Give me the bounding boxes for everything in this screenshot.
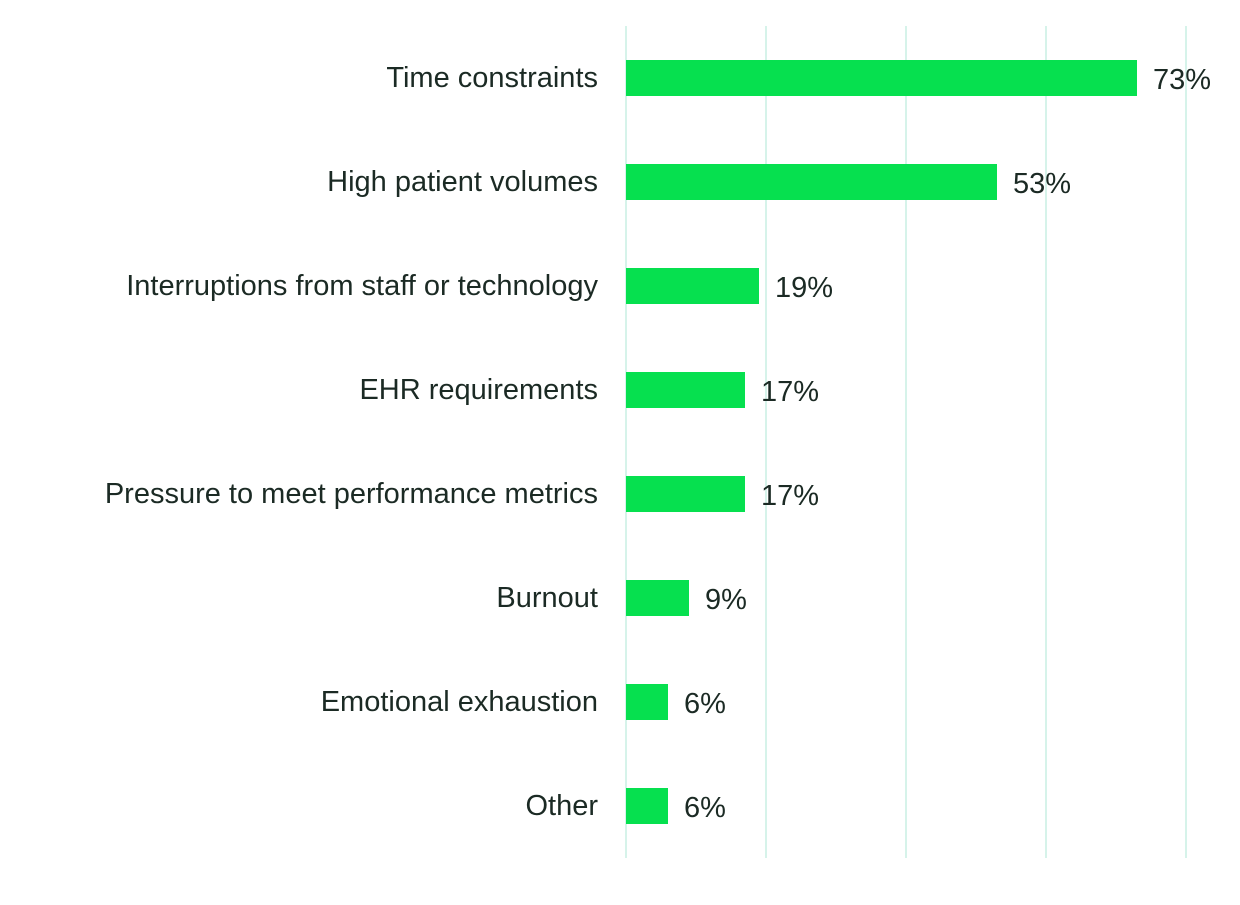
bars [626,60,1137,824]
value-label-7: 6% [684,792,726,824]
category-label-2: Interruptions from staff or technology [126,270,598,302]
bar-1 [626,164,997,200]
category-label-0: Time constraints [386,62,598,94]
value-label-2: 19% [775,272,833,304]
category-label-6: Emotional exhaustion [321,686,598,718]
value-label-4: 17% [761,480,819,512]
value-label-6: 6% [684,688,726,720]
category-labels: Time constraints High patient volumes Inte… [105,62,599,822]
bar-6 [626,684,668,720]
bar-3 [626,372,745,408]
bar-5 [626,580,689,616]
bar-2 [626,268,759,304]
value-label-0: 73% [1153,64,1211,96]
category-label-7: Other [525,790,598,822]
bar-7 [626,788,668,824]
category-label-1: High patient volumes [327,166,598,198]
value-labels: 73% 53% 19% 17% 17% 9% 6% 6% [684,64,1211,824]
value-label-3: 17% [761,376,819,408]
bar-4 [626,476,745,512]
bar-0 [626,60,1137,96]
gridlines [625,26,1187,858]
category-label-3: EHR requirements [359,374,598,406]
category-label-5: Burnout [496,582,598,614]
value-label-5: 9% [705,584,747,616]
category-label-4: Pressure to meet performance metrics [105,478,598,510]
value-label-1: 53% [1013,168,1071,200]
